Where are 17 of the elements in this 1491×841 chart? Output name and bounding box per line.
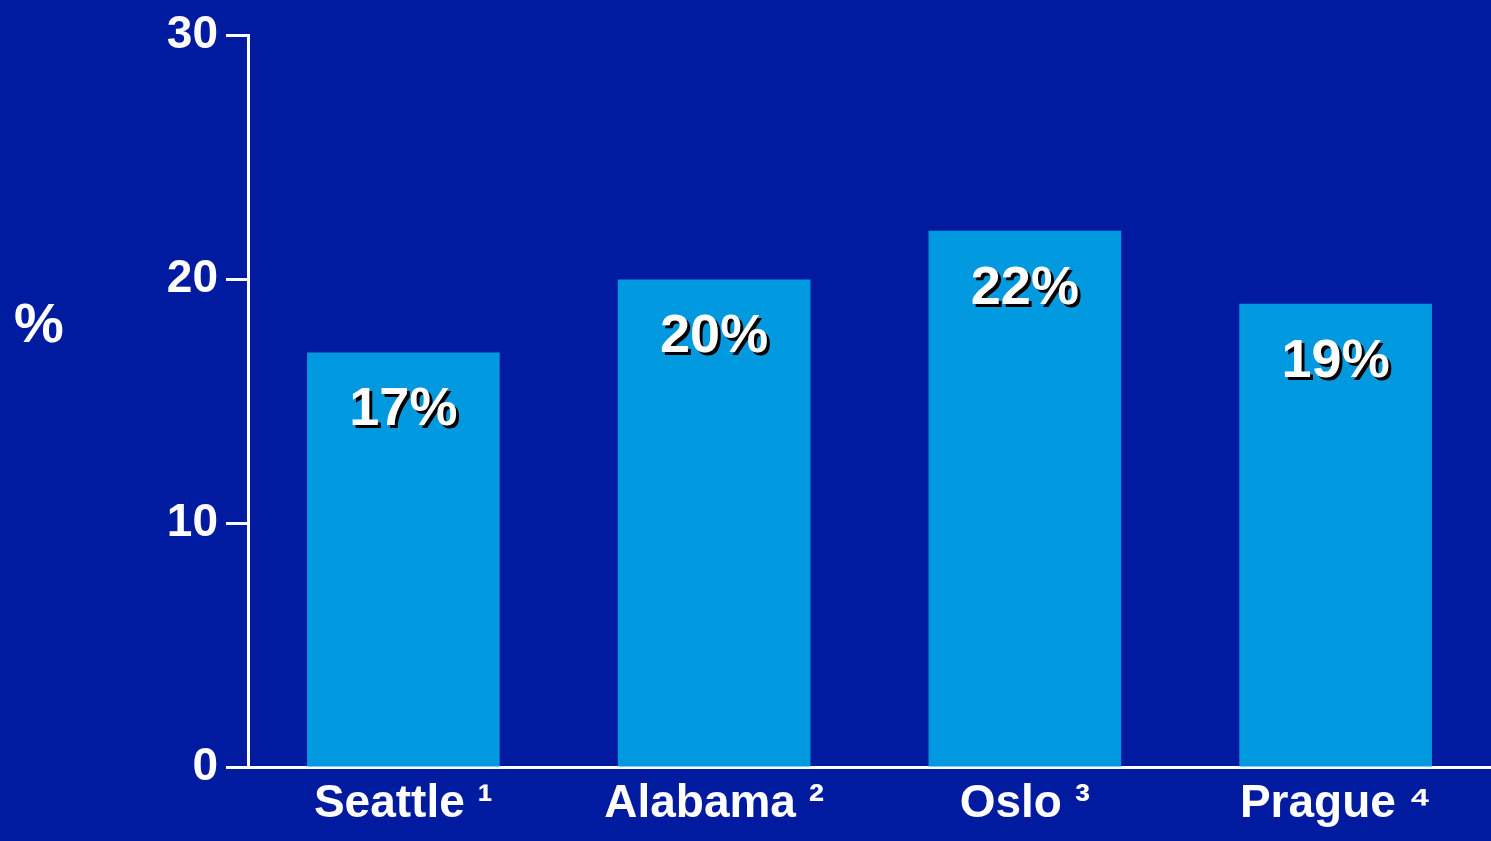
bar xyxy=(617,279,811,767)
data-label: 20% xyxy=(660,303,769,364)
bar xyxy=(928,230,1122,767)
data-label: 17% xyxy=(349,376,458,437)
y-tick-label: 20 xyxy=(166,250,218,303)
y-tick-label: 0 xyxy=(192,737,218,790)
data-label: 22% xyxy=(970,254,1079,315)
y-tick-label: 30 xyxy=(166,6,218,59)
bar xyxy=(307,352,500,767)
x-tick-label: Alabama ² xyxy=(604,775,825,828)
data-label: 19% xyxy=(1281,327,1390,388)
y-tick-label: 10 xyxy=(166,493,218,546)
x-tick-label: Oslo ³ xyxy=(959,775,1091,828)
bar xyxy=(1239,303,1432,767)
x-tick-label: Prague ⁴ xyxy=(1239,775,1432,828)
x-tick-label: Seattle ¹ xyxy=(313,775,493,828)
y-axis-title: % xyxy=(14,290,64,355)
